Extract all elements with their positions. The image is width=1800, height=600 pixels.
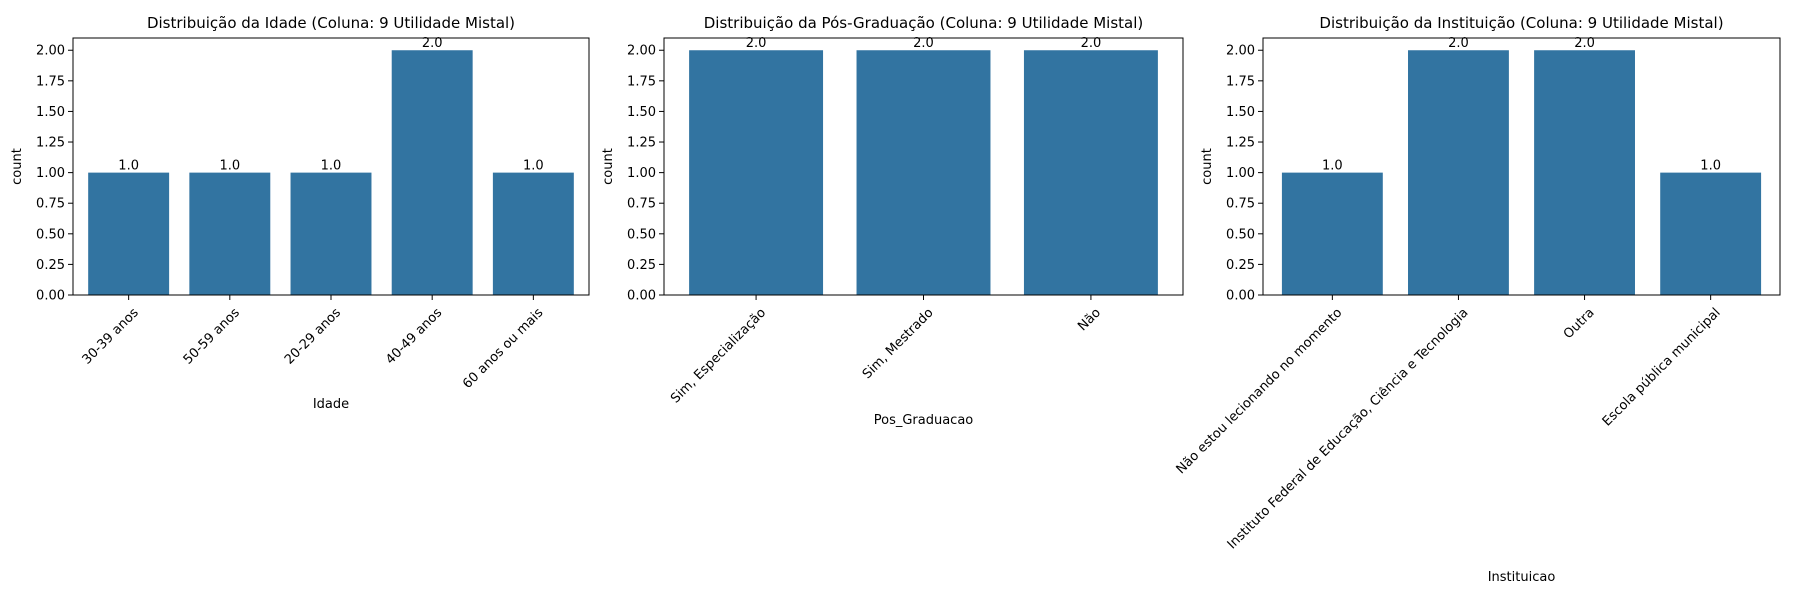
data-label: 2.0 [422, 36, 443, 51]
bar [88, 172, 170, 295]
bar [856, 50, 991, 295]
y-tick-label: 0.50 [1226, 227, 1255, 242]
y-tick-label: 0.75 [36, 197, 65, 212]
data-label: 2.0 [1081, 36, 1102, 51]
data-label: 1.0 [321, 159, 342, 174]
y-tick-label: 1.00 [627, 166, 656, 181]
x-tick-label: 60 anos ou mais [460, 305, 546, 391]
y-tick-label: 0.75 [1226, 197, 1255, 212]
y-tick-label: 0.25 [36, 258, 65, 273]
chart-panel-2: 2.0 Sim, Especialização 2.0 Sim, Mestrado 2.… [601, 14, 1184, 428]
y-tick-label: 0.00 [1226, 289, 1255, 304]
data-label: 1.0 [523, 159, 544, 174]
bar [689, 50, 824, 295]
x-axis-label: Instituicao [1488, 570, 1556, 585]
y-tick-label: 1.75 [1226, 74, 1255, 89]
x-tick-label: Outra [1561, 305, 1598, 342]
y-tick-label: 0.50 [36, 227, 65, 242]
x-tick-label: Instituto Federal de Educação, Ciência e… [1225, 305, 1472, 552]
x-tick-label: 20-29 anos [282, 305, 344, 367]
y-tick-label: 0.25 [1226, 258, 1255, 273]
data-label: 2.0 [913, 36, 934, 51]
y-tick-label: 1.00 [36, 166, 65, 181]
y-tick-label: 1.25 [1226, 136, 1255, 151]
bar [1281, 172, 1383, 295]
y-tick-label: 1.50 [36, 105, 65, 120]
bar [1660, 172, 1762, 295]
y-tick-label: 2.00 [627, 44, 656, 59]
data-label: 1.0 [118, 159, 139, 174]
y-tick-label: 1.75 [627, 74, 656, 89]
bar [1023, 50, 1158, 295]
bar [189, 172, 271, 295]
x-tick-label: Escola pública municipal [1600, 305, 1724, 429]
y-tick-label: 2.00 [36, 44, 65, 59]
bar [391, 50, 473, 295]
y-tick-label: 1.00 [1226, 166, 1255, 181]
bar [1534, 50, 1635, 295]
chart-title: Distribuição da Instituição (Coluna: 9 U… [1319, 14, 1723, 32]
bar [1408, 50, 1509, 295]
y-tick-label: 0.25 [627, 258, 656, 273]
x-tick-label: Sim, Especialização [668, 305, 769, 406]
chart-title: Distribuição da Idade (Coluna: 9 Utilida… [147, 14, 515, 32]
x-tick-label: 40-49 anos [383, 305, 445, 367]
y-axis-label: count [601, 148, 616, 185]
y-tick-label: 1.50 [1226, 105, 1255, 120]
data-label: 1.0 [1322, 159, 1343, 174]
x-axis-label: Idade [313, 397, 349, 412]
y-tick-label: 1.75 [36, 74, 65, 89]
x-tick-label: 50-59 anos [181, 305, 243, 367]
y-tick-label: 0.75 [627, 197, 656, 212]
chart-title: Distribuição da Pós-Graduação (Coluna: 9… [704, 14, 1143, 32]
data-label: 1.0 [219, 159, 240, 174]
y-tick-label: 0.00 [627, 289, 656, 304]
plot-frame [72, 37, 590, 296]
y-axis-label: count [10, 148, 25, 185]
x-tick-label: Sim, Mestrado [860, 305, 937, 382]
bar [492, 172, 574, 295]
x-tick-label: 30-39 anos [80, 305, 142, 367]
plot-frame [1262, 37, 1781, 296]
y-tick-label: 2.00 [1226, 44, 1255, 59]
data-label: 2.0 [746, 36, 767, 51]
plot-frame [663, 37, 1184, 296]
data-label: 2.0 [1448, 36, 1469, 51]
y-tick-label: 0.50 [627, 227, 656, 242]
bar [290, 172, 372, 295]
y-tick-label: 1.25 [36, 136, 65, 151]
y-tick-label: 1.25 [627, 136, 656, 151]
y-tick-label: 0.00 [36, 289, 65, 304]
y-tick-label: 1.50 [627, 105, 656, 120]
data-label: 1.0 [1700, 159, 1721, 174]
x-tick-label: Não [1075, 305, 1104, 334]
chart-panel-1: 1.0 30-39 anos 1.0 50-59 anos 1.0 20-29 anos 2… [10, 14, 590, 412]
y-axis-label: count [1200, 148, 1215, 185]
x-axis-label: Pos_Graduacao [874, 413, 974, 428]
data-label: 2.0 [1574, 36, 1595, 51]
